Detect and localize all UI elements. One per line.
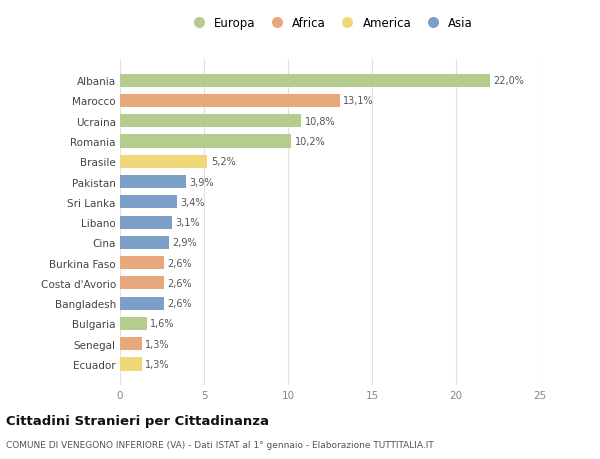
Text: 3,1%: 3,1%: [175, 218, 200, 228]
Bar: [120, 337, 142, 351]
Text: 1,3%: 1,3%: [145, 339, 170, 349]
Legend: Europa, Africa, America, Asia: Europa, Africa, America, Asia: [184, 13, 476, 34]
Text: 2,6%: 2,6%: [167, 258, 191, 268]
Text: 10,2%: 10,2%: [295, 137, 325, 147]
Text: 13,1%: 13,1%: [343, 96, 374, 106]
Text: COMUNE DI VENEGONO INFERIORE (VA) - Dati ISTAT al 1° gennaio - Elaborazione TUTT: COMUNE DI VENEGONO INFERIORE (VA) - Dati…: [6, 441, 434, 449]
Bar: [120, 115, 301, 128]
Text: 3,4%: 3,4%: [181, 197, 205, 207]
Bar: [120, 297, 164, 310]
Bar: [120, 216, 172, 229]
Bar: [120, 277, 164, 290]
Bar: [120, 317, 147, 330]
Bar: [120, 176, 185, 189]
Text: 2,9%: 2,9%: [172, 238, 197, 248]
Bar: [120, 257, 164, 269]
Bar: [120, 196, 177, 209]
Text: 1,6%: 1,6%: [150, 319, 175, 329]
Text: 22,0%: 22,0%: [493, 76, 524, 86]
Text: 10,8%: 10,8%: [305, 117, 335, 127]
Bar: [120, 135, 292, 148]
Bar: [120, 236, 169, 249]
Text: 2,6%: 2,6%: [167, 278, 191, 288]
Text: 5,2%: 5,2%: [211, 157, 235, 167]
Bar: [120, 74, 490, 88]
Bar: [120, 358, 142, 371]
Bar: [120, 156, 208, 168]
Bar: [120, 95, 340, 108]
Text: Cittadini Stranieri per Cittadinanza: Cittadini Stranieri per Cittadinanza: [6, 414, 269, 428]
Text: 2,6%: 2,6%: [167, 298, 191, 308]
Text: 3,9%: 3,9%: [189, 177, 214, 187]
Text: 1,3%: 1,3%: [145, 359, 170, 369]
